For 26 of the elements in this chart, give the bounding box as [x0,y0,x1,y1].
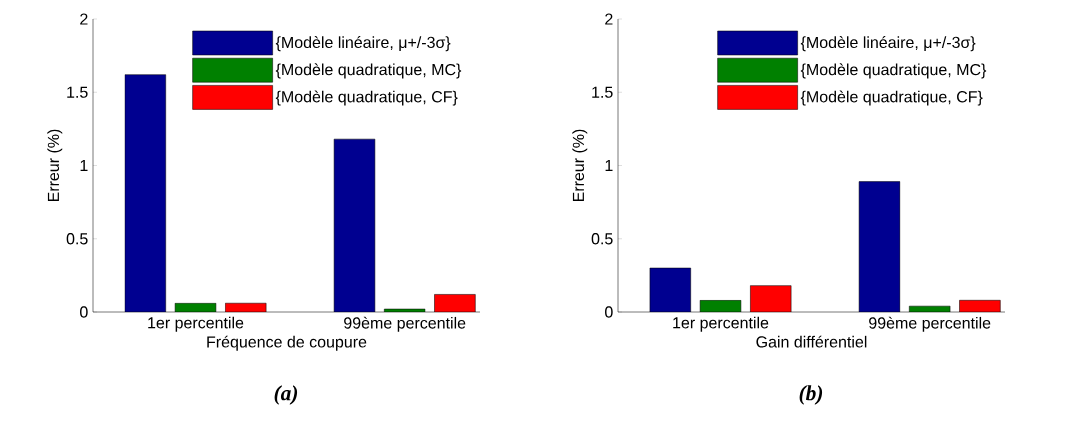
legend-label: {Modèle quadratique, CF} [275,90,458,106]
legend-label: {Modèle linéaire, μ+/-3σ} [800,36,976,52]
x-axis-title: Fréquence de coupure [207,335,367,351]
y-tick-label: 0 [80,306,88,318]
y-tick-label: 1 [605,160,613,172]
y-tick-label: 2 [605,13,613,25]
y-tick-label: 2 [80,13,88,25]
y-tick-label: 1.5 [592,86,613,98]
legend-label: {Modèle quadratique, MC} [800,63,987,79]
x-tick-label: 99ème percentile [344,316,466,332]
legend-label: {Modèle quadratique, CF} [800,90,983,106]
y-tick-label: 0 [605,306,613,318]
x-tick-label: 99ème percentile [869,316,991,332]
text: (b) [799,385,823,405]
y-tick-label: 0.5 [66,233,88,245]
y-tick-label: 1 [80,160,88,172]
legend-label: {Modèle quadratique, MC} [275,63,462,79]
legend-label: {Modèle linéaire, μ+/-3σ} [275,36,451,52]
y-axis-title: Erreur (%) [47,129,63,202]
x-tick-label: 1er percentile [148,316,244,332]
y-tick-label: 0.5 [591,233,613,245]
y-axis-title: Erreur (%) [572,129,588,202]
x-axis-title: Gain différentiel [756,335,867,348]
text: (a) [274,385,298,405]
x-tick-label: 1er percentile [673,316,769,332]
y-tick-label: 1.5 [67,86,88,98]
